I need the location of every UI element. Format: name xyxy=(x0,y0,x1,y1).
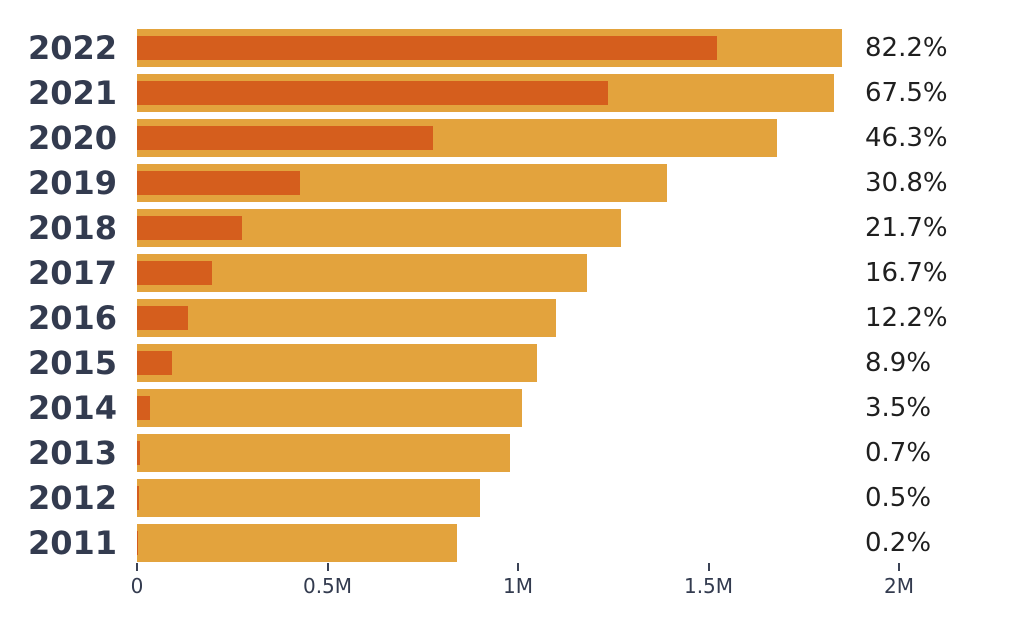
year-label: 2016 xyxy=(27,299,117,337)
year-label: 2013 xyxy=(27,434,117,472)
chart-row: 2017 16.7% xyxy=(0,254,1024,292)
share-bar xyxy=(137,81,608,105)
axis-tick-label: 0 xyxy=(130,574,144,598)
share-bar xyxy=(137,216,243,240)
year-label: 2017 xyxy=(27,254,117,292)
share-bar xyxy=(137,396,151,420)
chart-row: 2012 0.5% xyxy=(0,479,1024,517)
axis-tick-label: 1M xyxy=(503,574,533,598)
total-bar xyxy=(137,299,557,337)
axis-tick xyxy=(898,563,900,571)
year-label: 2020 xyxy=(27,119,117,157)
year-label: 2012 xyxy=(27,479,117,517)
percent-label: 0.5% xyxy=(865,483,932,513)
share-bar xyxy=(137,261,213,285)
chart-row: 2016 12.2% xyxy=(0,299,1024,337)
year-label: 2022 xyxy=(27,29,117,67)
year-label: 2015 xyxy=(27,344,117,382)
axis-tick-label: 2M xyxy=(884,574,914,598)
share-bar xyxy=(137,531,138,555)
share-bar xyxy=(137,36,717,60)
chart-row: 2019 30.8% xyxy=(0,164,1024,202)
chart-row: 2015 8.9% xyxy=(0,344,1024,382)
axis-tick xyxy=(136,563,138,571)
share-bar xyxy=(137,486,139,510)
axis-tick-label: 0.5M xyxy=(302,574,353,598)
chart-row: 2011 0.2% xyxy=(0,524,1024,562)
total-bar xyxy=(137,164,667,202)
percent-label: 82.2% xyxy=(865,33,948,63)
percent-label: 0.2% xyxy=(865,528,932,558)
total-bar xyxy=(137,29,842,67)
total-bar xyxy=(137,389,522,427)
year-label: 2014 xyxy=(27,389,117,427)
total-bar xyxy=(137,209,621,247)
chart-row: 2020 46.3% xyxy=(0,119,1024,157)
total-bar xyxy=(137,254,587,292)
year-label: 2018 xyxy=(27,209,117,247)
chart-row: 2022 82.2% xyxy=(0,29,1024,67)
total-bar xyxy=(137,344,538,382)
percent-label: 30.8% xyxy=(865,168,948,198)
total-bar xyxy=(137,434,511,472)
year-label: 2011 xyxy=(27,524,117,562)
total-bar xyxy=(137,74,835,112)
percent-label: 16.7% xyxy=(865,258,948,288)
percent-label: 3.5% xyxy=(865,393,932,423)
axis-tick xyxy=(326,563,329,571)
total-bar xyxy=(137,479,480,517)
share-bar xyxy=(137,351,173,375)
axis-tick xyxy=(707,563,710,571)
share-bar xyxy=(137,306,189,330)
percent-label: 8.9% xyxy=(865,348,932,378)
total-bar xyxy=(137,524,457,562)
percent-label: 0.7% xyxy=(865,438,932,468)
year-label: 2019 xyxy=(27,164,117,202)
share-bar xyxy=(137,441,140,465)
axis-tick-label: 1.5M xyxy=(683,574,734,598)
chart-row: 2018 21.7% xyxy=(0,209,1024,247)
share-bar xyxy=(137,171,301,195)
percent-label: 21.7% xyxy=(865,213,948,243)
percent-label: 46.3% xyxy=(865,123,948,153)
percent-label: 12.2% xyxy=(865,303,948,333)
axis-tick xyxy=(517,563,519,571)
chart-row: 2021 67.5% xyxy=(0,74,1024,112)
x-axis: 0 0.5M 1M 1.5M 2M xyxy=(0,563,1024,623)
total-bar xyxy=(137,119,778,157)
year-label: 2021 xyxy=(27,74,117,112)
percent-label: 67.5% xyxy=(865,78,948,108)
chart-row: 2013 0.7% xyxy=(0,434,1024,472)
chart-row: 2014 3.5% xyxy=(0,389,1024,427)
share-bar xyxy=(137,126,434,150)
